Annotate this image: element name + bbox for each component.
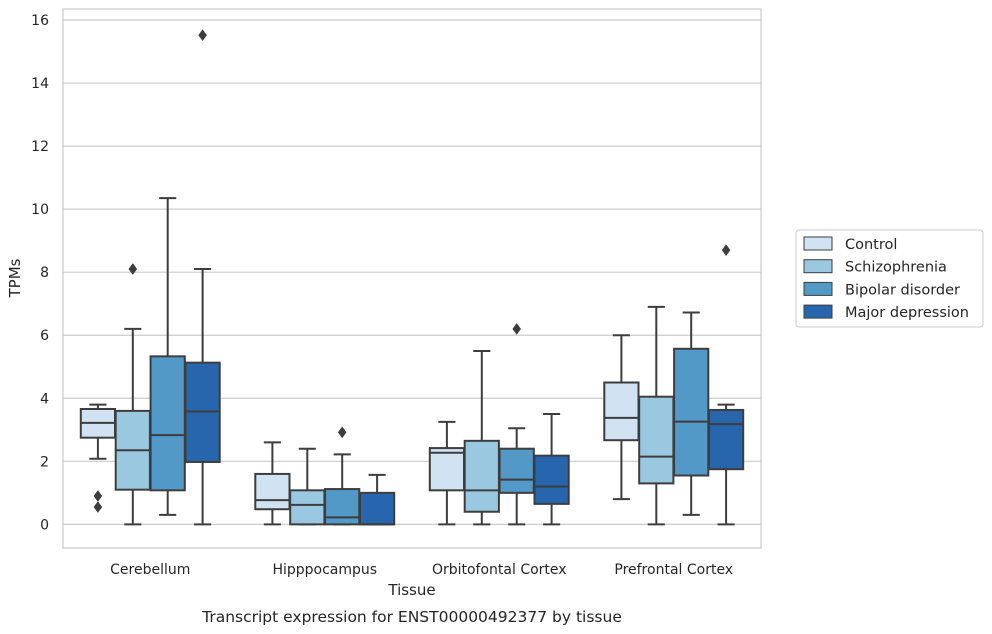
box-1-3 bbox=[358, 473, 396, 526]
legend-swatch bbox=[803, 304, 833, 319]
box-iqr bbox=[289, 489, 326, 526]
box-1-2 bbox=[324, 426, 361, 526]
x-axis-ticks: Cerebellum Hipppocampus Orbitofontal Corte… bbox=[110, 562, 733, 578]
box-0-1 bbox=[114, 263, 151, 526]
legend-swatch bbox=[803, 259, 833, 274]
box-3-0 bbox=[603, 334, 640, 501]
box-iqr bbox=[324, 488, 361, 526]
y-tick-label: 2 bbox=[40, 454, 49, 470]
outlier-point bbox=[93, 501, 103, 513]
box-iqr bbox=[149, 355, 186, 492]
y-tick-label: 14 bbox=[31, 76, 49, 92]
box-3-2 bbox=[673, 311, 710, 516]
box-1-0 bbox=[254, 441, 291, 526]
outlier-point bbox=[198, 29, 207, 42]
legend: Control Schizophrenia Bipolar disorder Majo… bbox=[795, 229, 984, 328]
plot-frame bbox=[62, 8, 762, 549]
legend-swatch bbox=[803, 236, 833, 251]
box-0-3 bbox=[184, 29, 221, 526]
legend-frame bbox=[795, 229, 984, 328]
box-0-2 bbox=[149, 197, 186, 516]
box-3-3 bbox=[707, 244, 745, 526]
outlier-point bbox=[93, 490, 103, 502]
box-iqr bbox=[428, 447, 466, 492]
plot-area bbox=[79, 29, 745, 526]
y-tick-label: 16 bbox=[31, 13, 49, 29]
box-iqr bbox=[603, 381, 640, 442]
y-tick-label: 12 bbox=[31, 139, 49, 155]
x-tick-label: Prefrontal Cortex bbox=[614, 562, 733, 578]
box-2-0 bbox=[428, 420, 466, 526]
box-iqr bbox=[673, 347, 710, 477]
outlier-point bbox=[721, 244, 731, 257]
legend-swatch bbox=[803, 281, 833, 296]
box-iqr bbox=[463, 439, 500, 513]
box-iqr bbox=[498, 447, 535, 494]
legend-label: Bipolar disorder bbox=[845, 282, 960, 298]
outlier-point bbox=[337, 426, 347, 439]
outlier-point bbox=[512, 323, 522, 335]
outlier-point bbox=[128, 263, 138, 275]
box-3-1 bbox=[638, 305, 675, 526]
box-0-0 bbox=[79, 403, 117, 513]
box-2-3 bbox=[533, 413, 570, 526]
x-tick-label: Cerebellum bbox=[110, 562, 190, 578]
legend-label: Control bbox=[845, 237, 897, 253]
y-tick-label: 0 bbox=[40, 517, 49, 533]
y-tick-label: 10 bbox=[31, 202, 49, 218]
box-1-1 bbox=[289, 447, 326, 526]
box-iqr bbox=[533, 454, 570, 505]
y-axis-title: TPMs bbox=[6, 258, 24, 298]
box-iqr bbox=[638, 395, 675, 485]
chart-caption: Transcript expression for ENST0000049237… bbox=[201, 608, 622, 626]
y-tick-label: 8 bbox=[40, 265, 49, 281]
y-tick-label: 6 bbox=[40, 328, 49, 344]
box-iqr bbox=[254, 472, 291, 511]
y-tick-label: 4 bbox=[40, 391, 49, 407]
x-tick-label: Orbitofontal Cortex bbox=[432, 562, 567, 578]
y-axis-ticks: 0 2 4 6 8 10 12 14 16 bbox=[31, 13, 49, 533]
box-2-2 bbox=[498, 323, 535, 526]
x-axis-title: Tissue bbox=[387, 581, 435, 599]
box-iqr bbox=[358, 491, 396, 526]
legend-label: Major depression bbox=[845, 305, 969, 321]
box-2-1 bbox=[463, 349, 500, 526]
x-tick-label: Hipppocampus bbox=[272, 562, 377, 578]
legend-label: Schizophrenia bbox=[845, 260, 947, 276]
box-iqr bbox=[707, 408, 745, 471]
